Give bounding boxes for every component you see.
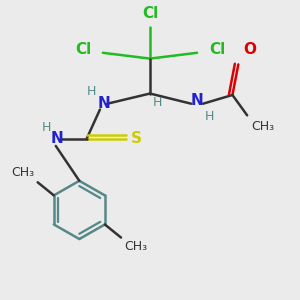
Text: H: H (153, 96, 162, 110)
Text: N: N (98, 96, 111, 111)
Text: CH₃: CH₃ (252, 120, 275, 133)
Text: Cl: Cl (75, 42, 91, 57)
Text: H: H (87, 85, 96, 98)
Text: H: H (205, 110, 214, 122)
Text: S: S (131, 131, 142, 146)
Text: Cl: Cl (142, 6, 158, 21)
Text: CH₃: CH₃ (124, 241, 147, 254)
Text: N: N (191, 93, 203, 108)
Text: O: O (243, 42, 256, 57)
Text: N: N (51, 131, 64, 146)
Text: H: H (42, 121, 51, 134)
Text: Cl: Cl (209, 42, 225, 57)
Text: CH₃: CH₃ (12, 167, 35, 179)
